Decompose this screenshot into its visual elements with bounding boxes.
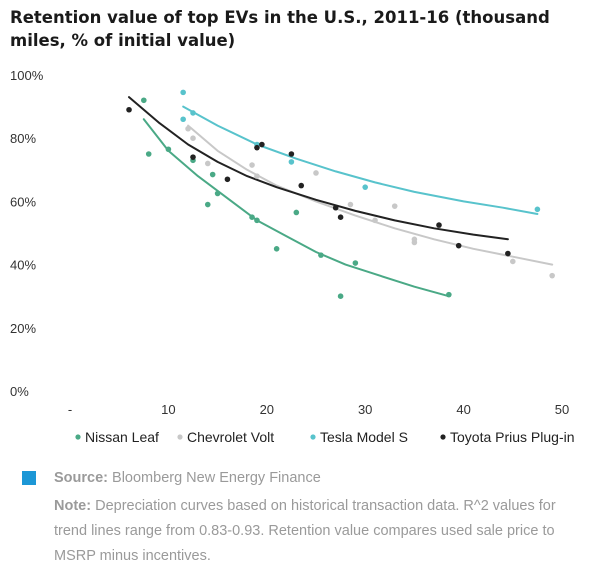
- note-text: Depreciation curves based on historical …: [54, 498, 556, 564]
- data-point: [185, 125, 191, 132]
- x-tick-label: -: [68, 402, 72, 417]
- legend-label: Nissan Leaf: [85, 429, 159, 445]
- data-point: [337, 214, 344, 220]
- data-point: [254, 173, 260, 179]
- y-tick-label: 80%: [10, 131, 36, 146]
- data-point: [204, 201, 211, 208]
- data-point: [224, 176, 231, 183]
- data-point: [455, 242, 462, 249]
- data-point: [249, 214, 255, 220]
- legend-marker: [310, 434, 316, 440]
- data-point: [259, 141, 265, 148]
- trend-lines: [128, 96, 554, 298]
- x-tick-label: 30: [358, 402, 372, 417]
- data-point: [362, 184, 369, 190]
- data-point: [249, 162, 255, 168]
- y-tick-label: 60%: [10, 194, 36, 209]
- data-point: [446, 291, 452, 298]
- y-tick-label: 0%: [10, 384, 29, 399]
- trend-line: [182, 105, 539, 215]
- data-point: [391, 203, 398, 209]
- data-point: [254, 217, 260, 224]
- data-point: [352, 260, 359, 266]
- data-point: [204, 160, 211, 167]
- data-point: [549, 272, 555, 279]
- note-label: Note:: [54, 498, 92, 514]
- source-marker: [22, 471, 36, 485]
- note-paragraph: Note: Depreciation curves based on histo…: [54, 494, 582, 569]
- trend-line: [187, 124, 554, 266]
- chart-footer: Source: Bloomberg New Energy Finance Not…: [22, 470, 582, 569]
- data-point: [273, 246, 280, 252]
- legend: Nissan Leaf Chevrolet Volt Tesla Model S To…: [75, 429, 575, 445]
- legend-label: Tesla Model S: [320, 429, 408, 445]
- legend-marker: [75, 434, 81, 440]
- data-point: [180, 89, 186, 96]
- x-tick-label: 50: [555, 402, 569, 417]
- data-point: [505, 250, 511, 257]
- x-tick-label: 20: [260, 402, 274, 417]
- y-tick-label: 100%: [10, 68, 44, 83]
- data-point: [347, 201, 354, 208]
- data-point: [372, 217, 378, 224]
- data-point: [214, 190, 221, 197]
- retention-scatter-chart: 0% 20% 40% 60% 80% 100% - 10 20 30 40 50 Nissan Lea…: [10, 68, 575, 445]
- data-point: [313, 170, 319, 176]
- y-tick-label: 40%: [10, 258, 36, 273]
- data-point: [332, 204, 339, 211]
- data-point: [141, 97, 147, 104]
- data-point: [411, 236, 418, 243]
- data-point: [534, 206, 541, 213]
- trend-line: [142, 118, 450, 298]
- data-point: [510, 258, 516, 265]
- axes: 0% 20% 40% 60% 80% 100% - 10 20 30 40 50: [10, 68, 569, 417]
- data-points: [126, 89, 555, 300]
- source-text: Bloomberg New Energy Finance: [112, 470, 321, 486]
- data-point: [145, 151, 152, 157]
- data-point: [318, 252, 324, 258]
- data-point: [436, 222, 442, 228]
- data-point: [337, 293, 344, 300]
- legend-marker: [177, 434, 183, 440]
- data-point: [288, 159, 295, 165]
- trend-line: [128, 96, 509, 241]
- data-point: [190, 154, 196, 160]
- data-point: [165, 146, 172, 153]
- data-point: [190, 135, 196, 141]
- data-point: [209, 171, 216, 178]
- y-tick-label: 20%: [10, 321, 36, 336]
- data-point: [288, 151, 295, 157]
- legend-marker: [440, 434, 446, 440]
- data-point: [254, 144, 260, 151]
- chart-title: Retention value of top EVs in the U.S., …: [10, 8, 550, 50]
- source-label: Source:: [54, 470, 108, 486]
- data-point: [293, 209, 300, 216]
- data-point: [298, 182, 305, 189]
- legend-label: Chevrolet Volt: [187, 429, 274, 445]
- legend-label: Toyota Prius Plug-in: [450, 429, 575, 445]
- data-point: [180, 116, 186, 123]
- x-tick-label: 10: [161, 402, 175, 417]
- x-tick-label: 40: [456, 402, 470, 417]
- data-point: [190, 110, 196, 116]
- source-line: Source: Bloomberg New Energy Finance: [54, 470, 321, 486]
- source-row: Source: Bloomberg New Energy Finance: [22, 470, 582, 486]
- data-point: [126, 106, 132, 113]
